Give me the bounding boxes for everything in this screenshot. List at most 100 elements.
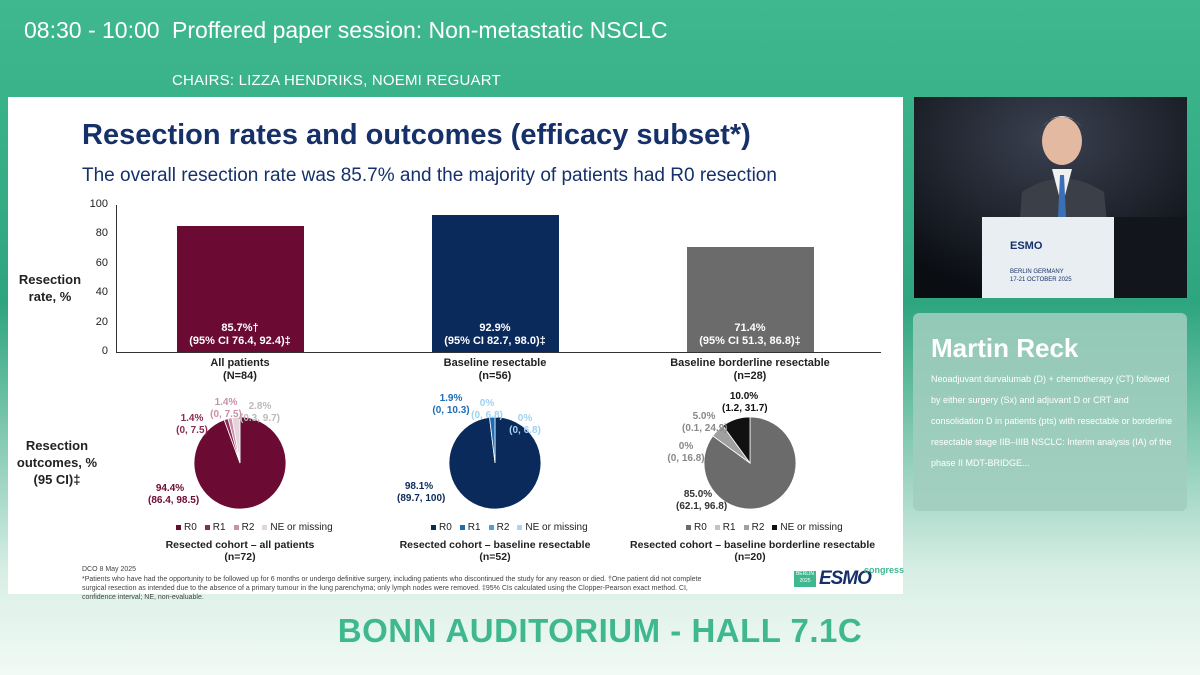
legend-item: R0 xyxy=(431,522,452,533)
legend-item: NE or missing xyxy=(262,522,333,533)
speaker-name: Martin Reck xyxy=(931,333,1079,363)
video-frame: ESMO BERLIN GERMANY 17-21 OCTOBER 2025 xyxy=(914,97,1187,298)
bar-ci: (95% CI 82.7, 98.0)‡ xyxy=(444,335,546,347)
bar-value-label: 92.9% (95% CI 82.7, 98.0)‡ xyxy=(432,322,559,348)
y-tick-label: 20 xyxy=(95,315,108,328)
talk-description: Neoadjuvant durvalumab (D) + chemotherap… xyxy=(931,374,1173,468)
cohort-n: (n=72) xyxy=(224,551,256,563)
category-name: All patients xyxy=(210,357,270,369)
session-time: 08:30 - 10:00 xyxy=(24,17,160,43)
pie-cohort-label: Resected cohort – baseline resectable (n=… xyxy=(375,539,615,563)
cohort-name: Resected cohort – baseline borderline re… xyxy=(630,539,876,551)
legend-item: R1 xyxy=(714,522,736,533)
pie-slice-value: 5.0% xyxy=(692,411,716,422)
session-header: 08:30 - 10:00 Proffered paper session: N… xyxy=(0,0,1200,96)
bar xyxy=(431,215,559,352)
bar-category-label: All patients (N=84) xyxy=(130,357,350,383)
cohort-n: (n=20) xyxy=(734,551,766,563)
legend-item: R2 xyxy=(488,522,509,533)
legend-item: R1 xyxy=(459,522,481,533)
pie-slice-value: 0% xyxy=(517,413,533,424)
bar-value: 71.4% xyxy=(734,322,766,334)
pie-slice-ci: (62.1, 96.8) xyxy=(676,501,728,512)
bar-category-label: Baseline resectable (n=56) xyxy=(385,357,605,383)
legend-item: R2 xyxy=(743,522,765,533)
pie-slice-value: 94.4% xyxy=(155,483,185,494)
x-axis-line xyxy=(116,352,881,353)
pie-slice xyxy=(231,416,241,464)
legend-label: R2 xyxy=(241,522,255,533)
legend-label: R1 xyxy=(722,522,736,533)
pie-slice xyxy=(489,416,496,464)
legend-label: R1 xyxy=(467,522,481,533)
y-tick-label: 80 xyxy=(95,227,108,240)
pie-slice-label: 98.1% (89.7, 100) xyxy=(397,481,446,505)
data-cutoff: DCO 8 May 2025 xyxy=(82,566,137,573)
legend-swatch xyxy=(262,524,268,530)
speaker-card: Martin Reck Neoadjuvant durvalumab (D) +… xyxy=(913,313,1187,511)
pie-slice-ci: (0, 10.3) xyxy=(432,405,470,416)
pie-slice xyxy=(722,416,751,465)
legend-swatch xyxy=(517,524,523,530)
pie-slice-ci: (0, 7.5) xyxy=(176,425,208,436)
legend-swatch xyxy=(743,524,749,530)
pie-slice-value: 1.4% xyxy=(214,397,238,408)
legend-label: NE or missing xyxy=(525,522,588,533)
cohort-name: Resected cohort – baseline resectable xyxy=(399,539,591,551)
pie-slice-ci: (0, 6.8) xyxy=(509,425,541,436)
legend-swatch xyxy=(714,524,720,530)
pie-slice-label: 2.8% (0.3, 9.7) xyxy=(238,401,282,425)
pie-slice-ci: (0.1, 24.9) xyxy=(682,423,728,434)
legend-swatch xyxy=(459,524,465,530)
legend-item: R0 xyxy=(686,522,707,533)
esmo-logo-box: BERLIN 2025 xyxy=(794,571,816,587)
legend-item: NE or missing xyxy=(772,522,843,533)
pie-cohort-label: Resected cohort – all patients (n=72) xyxy=(120,539,360,563)
pie-slice-ci: (0.3, 9.7) xyxy=(239,413,281,424)
legend-swatch xyxy=(431,524,436,530)
pie-slice-label: 0% (0, 6.8) xyxy=(465,398,509,422)
pie-slice-label: 94.4% (86.4, 98.5) xyxy=(148,483,200,507)
legend-label: R1 xyxy=(212,522,226,533)
pie-slice-ci: (89.7, 100) xyxy=(397,493,446,504)
legend-label: R0 xyxy=(439,522,452,533)
pie-slice-ci: (0, 7.5) xyxy=(210,409,242,420)
pie-chart xyxy=(193,416,287,510)
cohort-name: Resected cohort – all patients xyxy=(165,539,315,551)
y-tick-label: 60 xyxy=(95,256,108,269)
bar xyxy=(176,226,304,352)
pie-slice-label: 85.0% (62.1, 96.8) xyxy=(676,489,728,513)
category-n: (N=84) xyxy=(223,370,257,382)
legend-label: R0 xyxy=(184,522,197,533)
y-axis-line xyxy=(116,205,117,353)
bar-ci: (95% CI 51.3, 86.8)‡ xyxy=(699,335,801,347)
footnote: *Patients who have had the opportunity t… xyxy=(82,576,702,601)
bar-category-label: Baseline borderline resectable (n=28) xyxy=(640,357,860,383)
pie-slice-ci: (0, 16.8) xyxy=(667,453,705,464)
pie-slice-ci: (0, 6.8) xyxy=(471,410,503,421)
legend-label: R2 xyxy=(751,522,765,533)
presentation-slide: Resection rates and outcomes (efficacy s… xyxy=(8,97,904,601)
cohort-n: (n=52) xyxy=(479,551,511,563)
legend-item: R1 xyxy=(204,522,226,533)
pie-slice-ci: (86.4, 98.5) xyxy=(148,495,200,506)
slide-title: Resection rates and outcomes (efficacy s… xyxy=(82,119,751,151)
bar-value-label: 85.7%† (95% CI 76.4, 92.4)‡ xyxy=(177,322,304,348)
esmo-logo: BERLIN 2025 ESMO congress xyxy=(794,565,904,589)
pie-slice-ci: (1.2, 31.7) xyxy=(722,403,768,414)
slide-subtitle: The overall resection rate was 85.7% and… xyxy=(82,165,777,186)
legend-item: NE or missing xyxy=(517,522,588,533)
speaker-video: ESMO BERLIN GERMANY 17-21 OCTOBER 2025 xyxy=(914,97,1187,298)
pie-slice-value: 98.1% xyxy=(404,481,434,492)
pie-slice-value: 85.0% xyxy=(683,489,713,500)
podium-city: BERLIN GERMANY xyxy=(1010,269,1064,275)
pie-legend: R0 R1 R2 NE or missing xyxy=(431,522,588,533)
pie-slice-label: 1.9% (0, 10.3) xyxy=(429,393,473,417)
legend-swatch xyxy=(772,524,778,530)
bar-ci: (95% CI 76.4, 92.4)‡ xyxy=(189,335,291,347)
category-n: (n=56) xyxy=(478,370,512,382)
legend-label: NE or missing xyxy=(270,522,333,533)
pie-slice-label: 5.0% (0.1, 24.9) xyxy=(682,411,728,435)
pie-chart xyxy=(703,416,797,510)
pie-slice-value: 10.0% xyxy=(729,391,759,402)
